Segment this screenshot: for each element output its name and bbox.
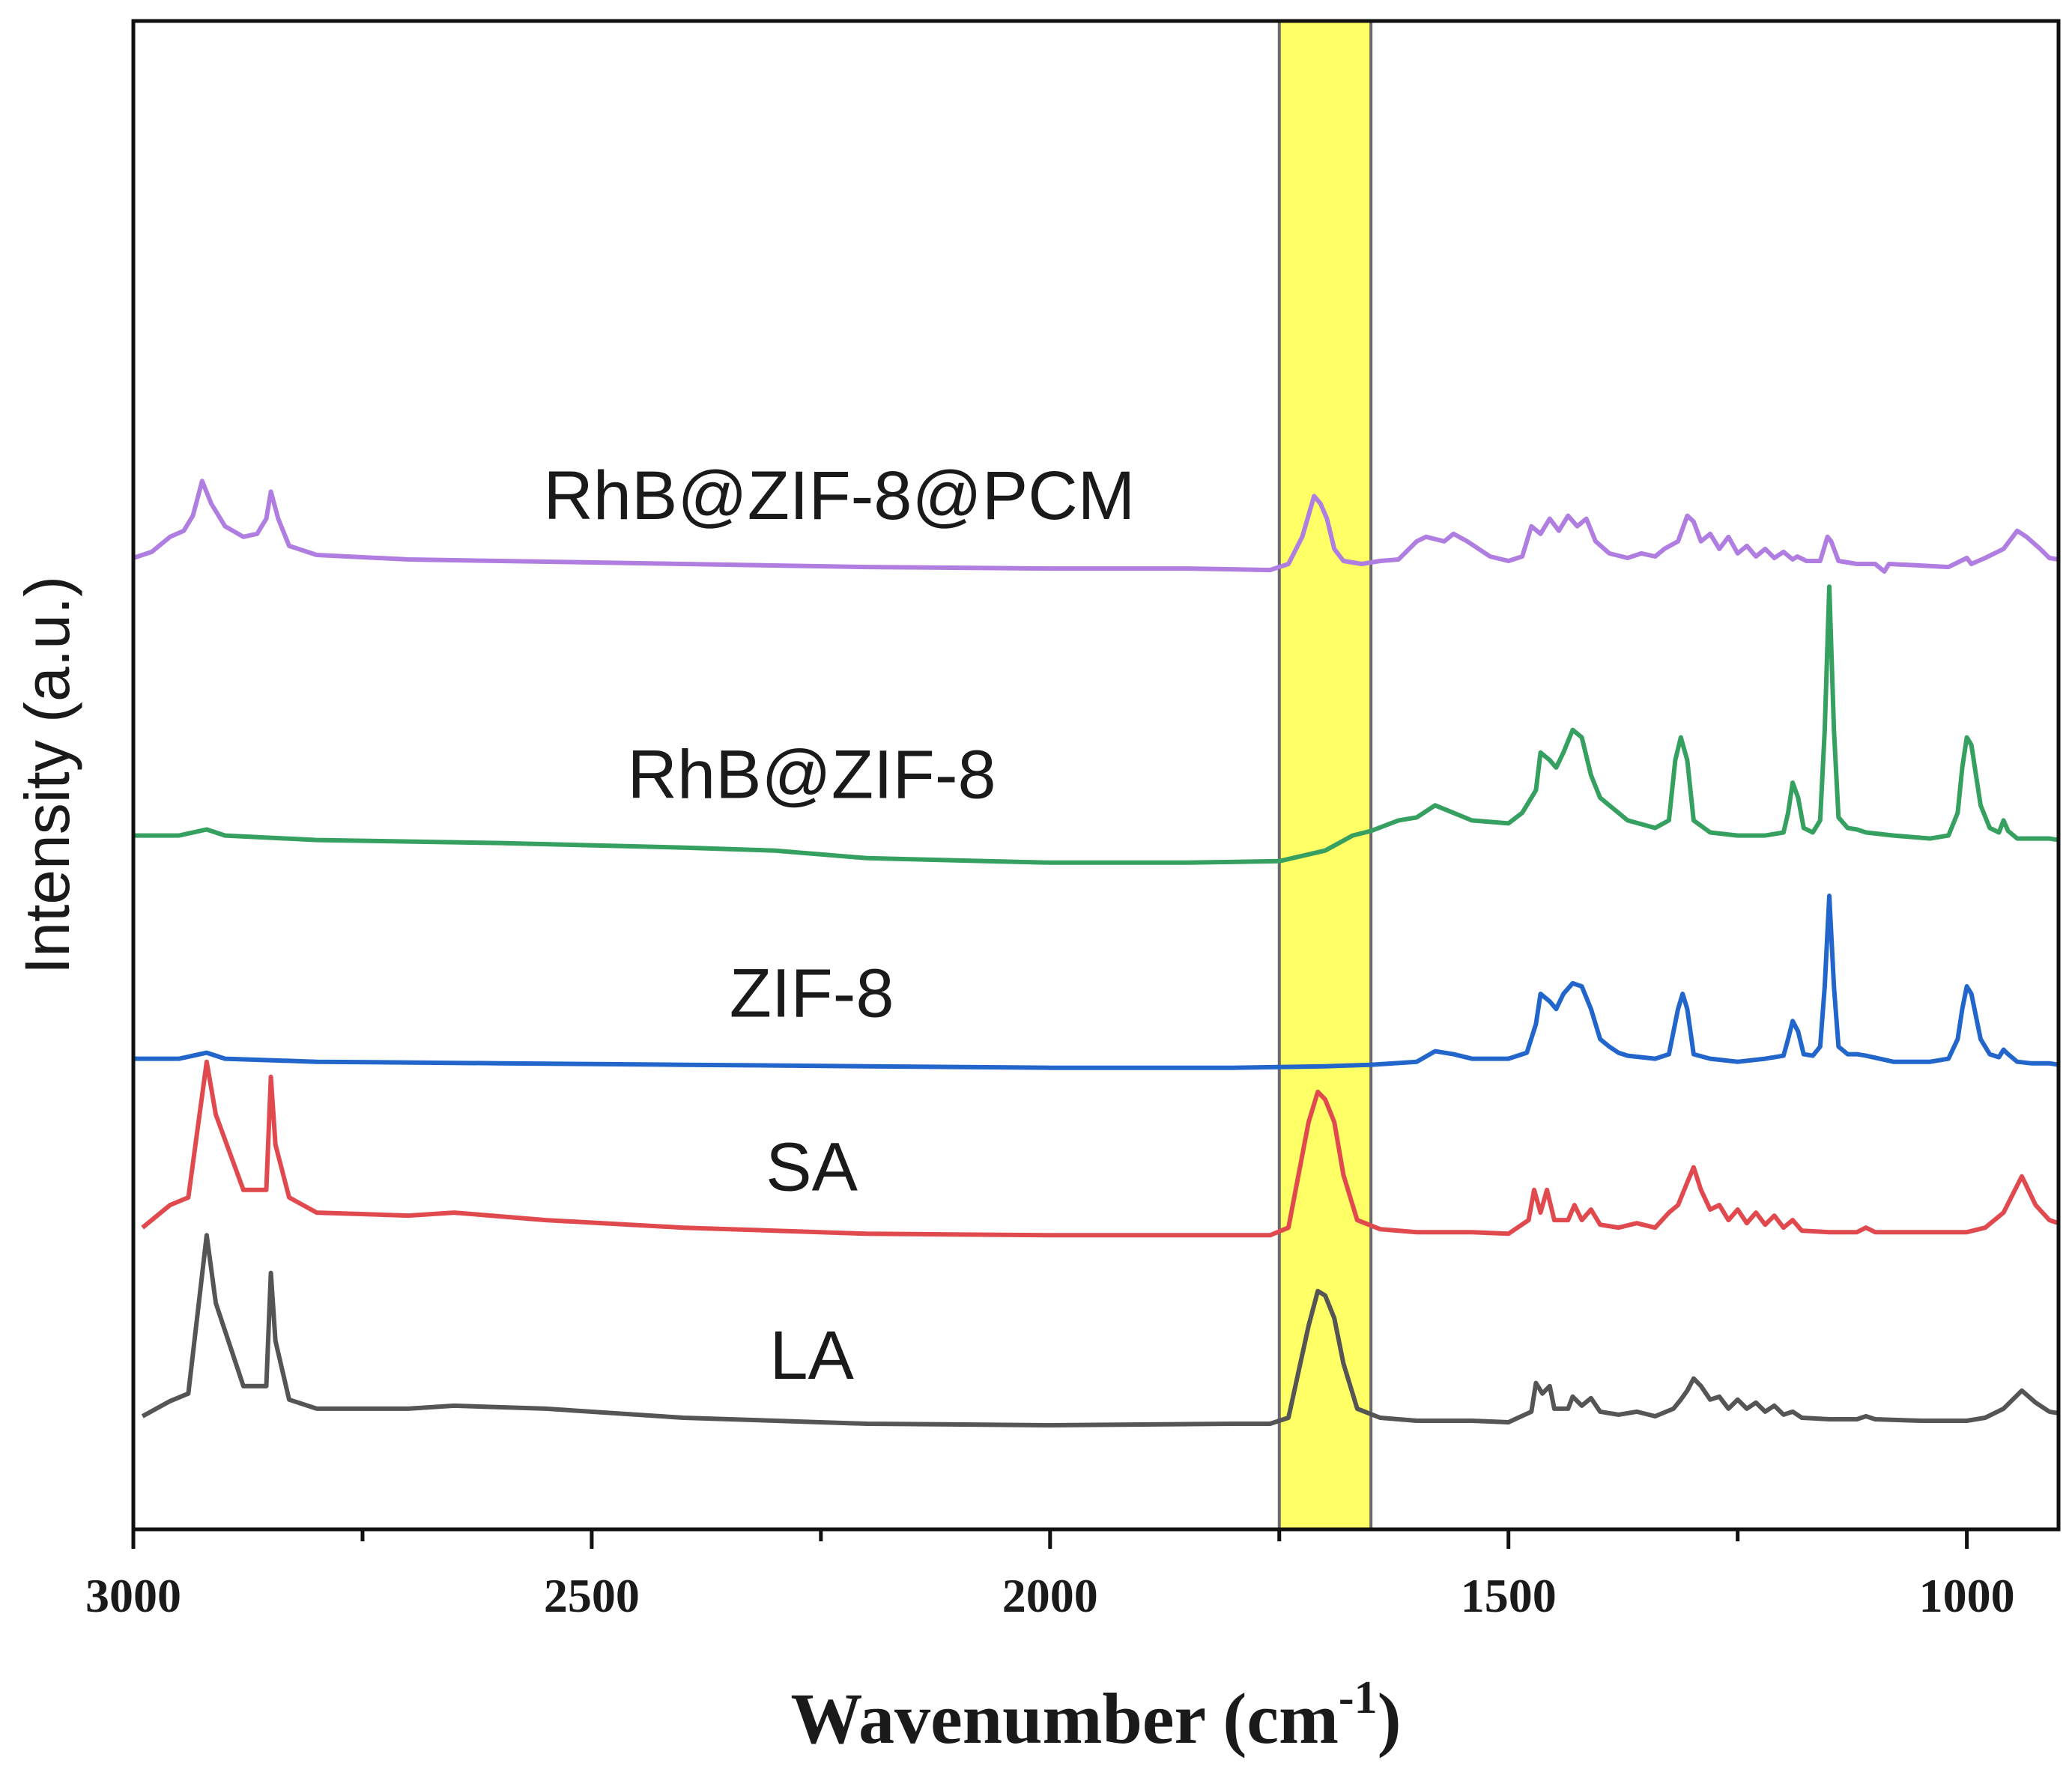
- x-tick-label: 3000: [85, 1569, 181, 1622]
- y-axis-title: Intensity (a.u.): [12, 576, 82, 974]
- x-axis-title-main: Wavenumber (cm: [790, 1678, 1338, 1759]
- series-line-la: [141, 1233, 2059, 1427]
- x-axis-title: Wavenumber (cm-1): [790, 1672, 1401, 1759]
- series-line-rhb-zif-8-pcm: [133, 479, 2059, 574]
- series-line-zif-8: [133, 893, 2059, 1070]
- series-line-rhb-zif-8: [133, 584, 2059, 865]
- series-labels: LA SA ZIF-8 RhB@ZIF-8 RhB@ZIF-8@PCM: [543, 458, 1135, 1394]
- x-tick-label: 2500: [544, 1569, 640, 1622]
- series-layer: [133, 479, 2059, 1427]
- x-axis-title-close: ): [1378, 1678, 1402, 1759]
- x-axis-ticks: 3000 2500 2000 1500 1000: [85, 1529, 2015, 1622]
- x-axis-title-superscript: -1: [1339, 1672, 1378, 1723]
- series-label: LA: [769, 1317, 854, 1394]
- x-tick-label: 1500: [1461, 1569, 1557, 1622]
- series-label: ZIF-8: [730, 956, 894, 1032]
- series-label: RhB@ZIF-8: [628, 737, 996, 813]
- series-line-sa: [141, 1059, 2059, 1238]
- x-tick-label: 1000: [1919, 1569, 2015, 1622]
- x-tick-label: 2000: [1002, 1569, 1098, 1622]
- highlight-band: [1277, 19, 1373, 1531]
- series-label: SA: [766, 1129, 858, 1205]
- plot-frame: [131, 19, 2061, 1532]
- series-label: RhB@ZIF-8@PCM: [543, 458, 1135, 534]
